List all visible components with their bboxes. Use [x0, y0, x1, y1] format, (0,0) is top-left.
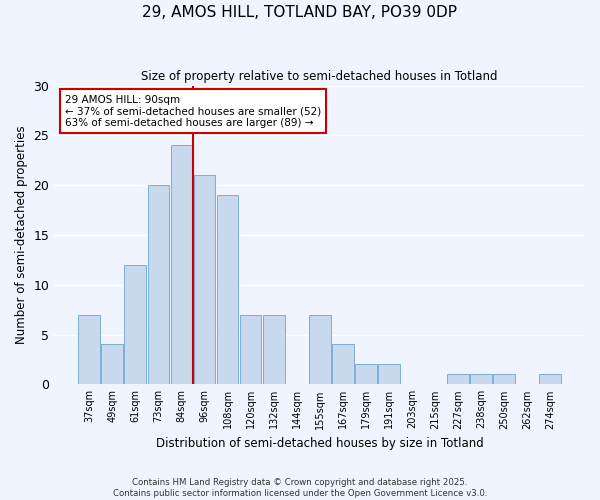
Text: Contains HM Land Registry data © Crown copyright and database right 2025.
Contai: Contains HM Land Registry data © Crown c…	[113, 478, 487, 498]
Bar	[447, 374, 469, 384]
Bar	[332, 344, 353, 385]
Bar	[493, 374, 515, 384]
Bar	[239, 314, 262, 384]
Y-axis label: Number of semi-detached properties: Number of semi-detached properties	[15, 126, 28, 344]
Bar	[124, 265, 146, 384]
Bar	[101, 344, 124, 385]
Bar	[263, 314, 284, 384]
Bar	[170, 146, 193, 384]
Bar	[539, 374, 561, 384]
Bar	[309, 314, 331, 384]
Bar	[378, 364, 400, 384]
Bar	[355, 364, 377, 384]
Text: 29, AMOS HILL, TOTLAND BAY, PO39 0DP: 29, AMOS HILL, TOTLAND BAY, PO39 0DP	[143, 5, 458, 20]
Text: 29 AMOS HILL: 90sqm
← 37% of semi-detached houses are smaller (52)
63% of semi-d: 29 AMOS HILL: 90sqm ← 37% of semi-detach…	[65, 94, 321, 128]
Bar	[470, 374, 492, 384]
Bar	[194, 175, 215, 384]
X-axis label: Distribution of semi-detached houses by size in Totland: Distribution of semi-detached houses by …	[156, 437, 484, 450]
Bar	[148, 185, 169, 384]
Title: Size of property relative to semi-detached houses in Totland: Size of property relative to semi-detach…	[142, 70, 498, 83]
Bar	[79, 314, 100, 384]
Bar	[217, 195, 238, 384]
